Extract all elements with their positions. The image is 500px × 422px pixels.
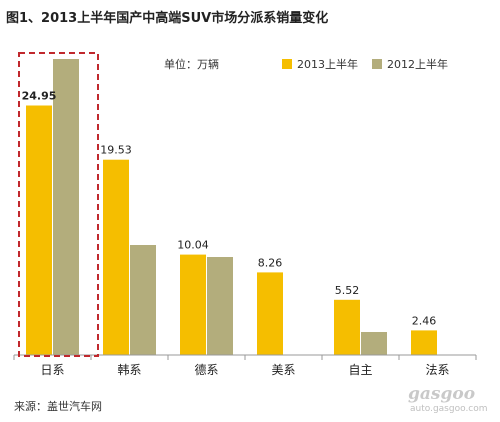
legend-swatch-2012 [372,59,382,69]
bars-layer [26,59,437,355]
category-label-5: 法系 [425,363,449,377]
category-label-1: 韩系 [117,362,141,377]
data-labels-layer: 24.95 19.53 10.04 8.26 5.52 2.46 [22,90,437,328]
source-note: 来源：盖世汽车网 [14,400,102,413]
category-label-3: 美系 [271,363,295,377]
bar-2013-2 [180,254,206,355]
x-axis-ticks [13,355,477,360]
data-label-2013-3: 8.26 [258,256,283,269]
bar-2013-3 [257,272,283,355]
highlight-box-japanese [18,52,99,357]
chart-title: 图1、2013上半年国产中高端SUV市场分派系销量变化 [6,11,329,26]
data-label-2013-2: 10.04 [177,239,209,252]
unit-label: 单位：万辆 [164,57,219,71]
category-label-0: 日系 [40,363,64,377]
category-labels-layer: 日系 韩系 德系 美系 自主 法系 [40,362,449,377]
bar-2013-4 [334,299,360,355]
bar-2012-4 [361,332,387,355]
watermark-main-text: gasgoo [408,384,476,404]
bar-2012-0 [53,59,79,355]
bar-2012-1 [130,245,156,355]
legend-swatch-2013 [282,59,292,69]
category-label-2: 德系 [194,362,218,377]
legend-label-2013: 2013上半年 [297,57,358,71]
data-label-2013-0: 24.95 [22,90,57,103]
data-label-2013-1: 19.53 [100,144,132,157]
bar-2013-1 [103,159,129,355]
bar-2013-0 [26,105,52,355]
data-label-2013-4: 5.52 [335,284,360,297]
watermark-url-text: auto.gasgoo.com [410,404,488,414]
category-label-4: 自主 [348,363,372,377]
bar-2013-5 [411,330,437,355]
bar-2012-2 [207,257,233,355]
gasgoo-watermark-logo: gasgoo auto.gasgoo.com [408,382,492,416]
legend-label-2012: 2012上半年 [387,57,448,71]
data-label-2013-5: 2.46 [412,314,437,327]
chart-legend: 2013上半年 2012上半年 [282,57,448,71]
